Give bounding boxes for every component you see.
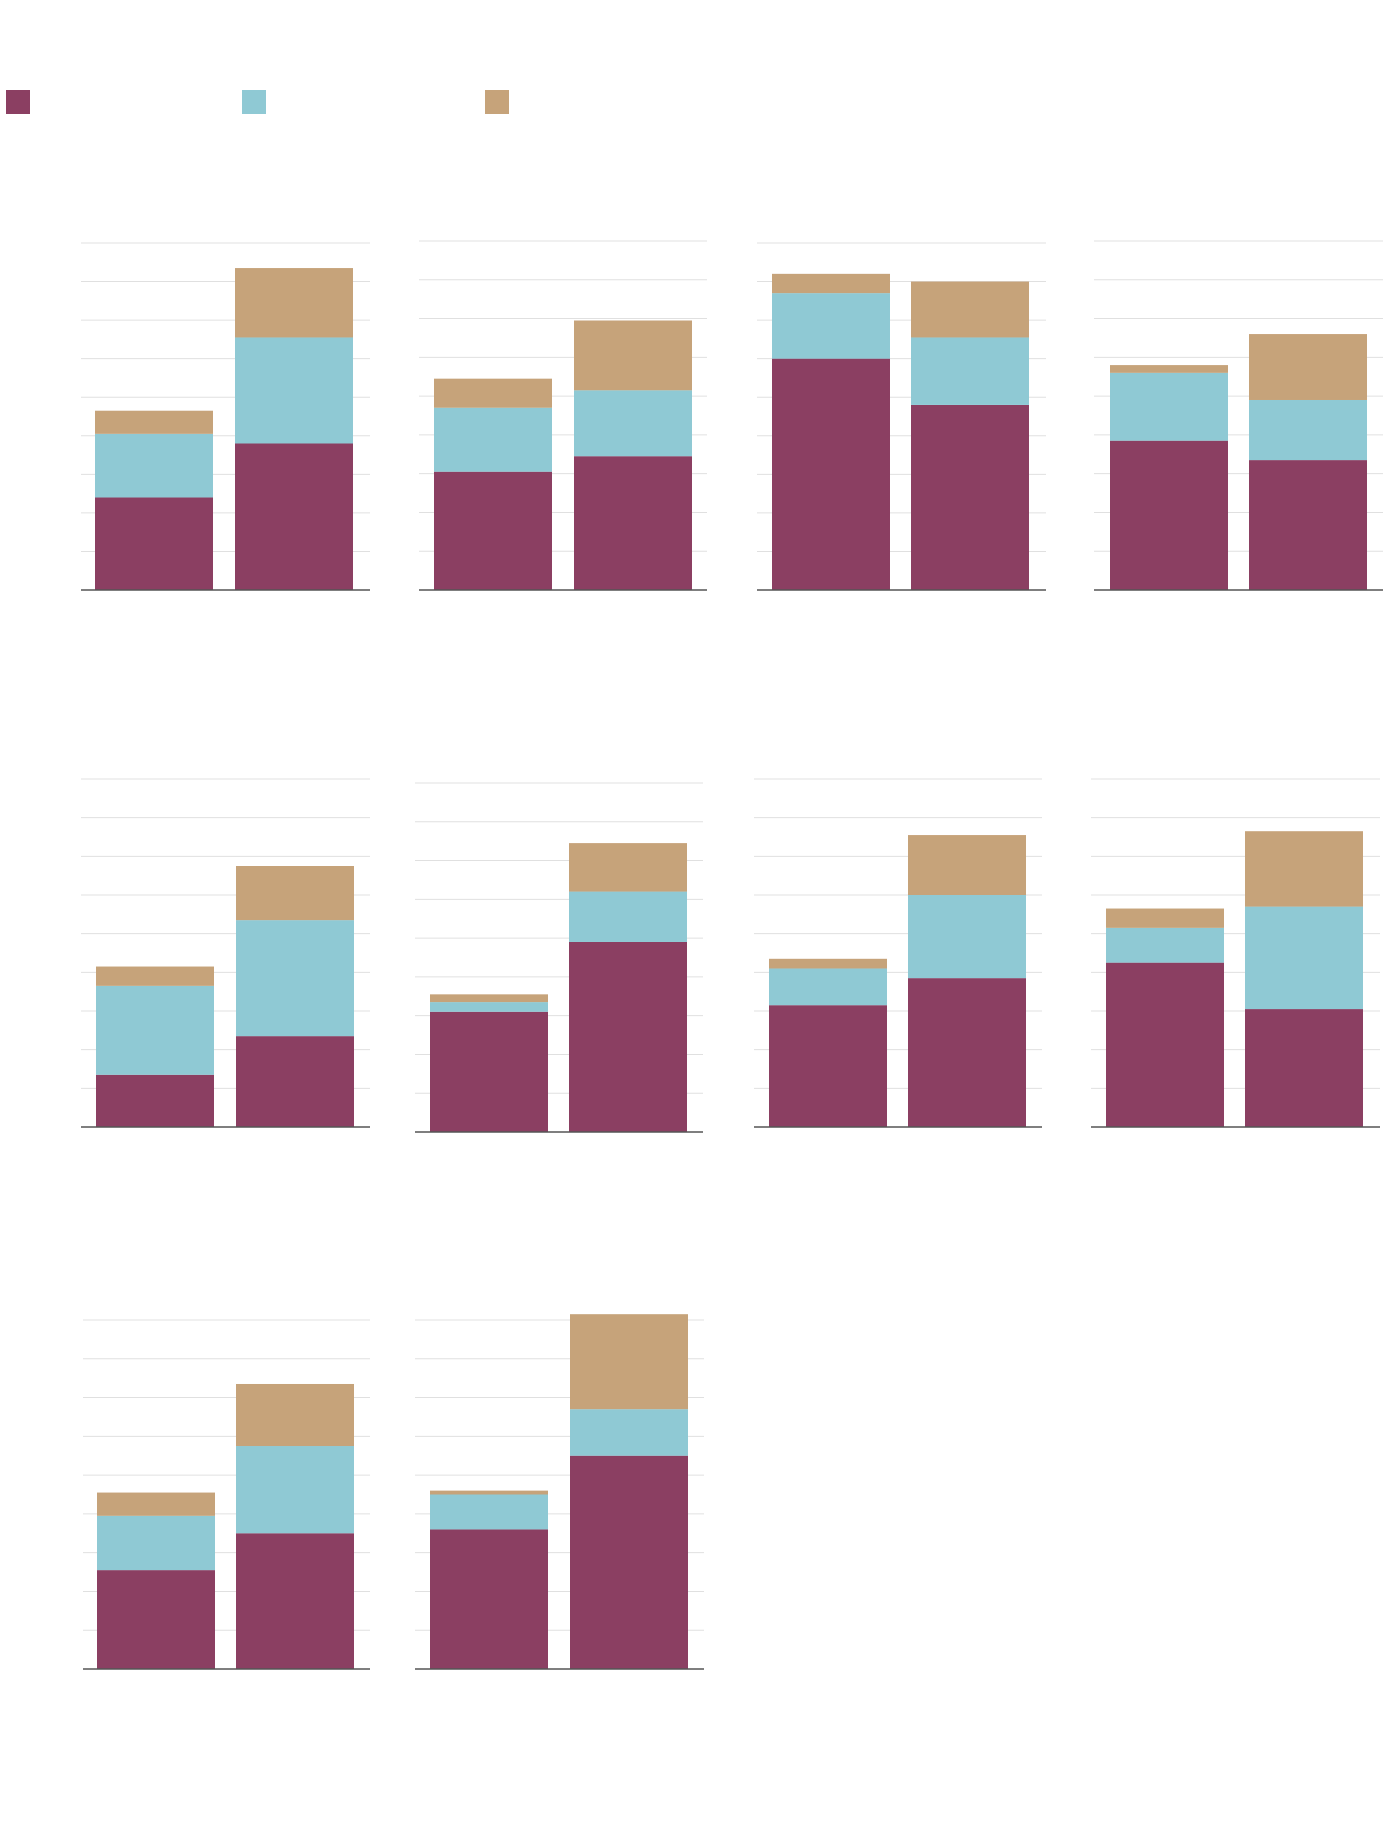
bar-segment-1-series-2 xyxy=(96,985,214,1075)
bar-segment-2-series-2 xyxy=(236,1446,354,1534)
chart-panel-2 xyxy=(419,240,707,591)
bar-segment-1-series-1 xyxy=(1106,962,1224,1127)
chart-panel-10 xyxy=(415,1314,704,1670)
bar-segment-1-series-1 xyxy=(95,497,213,590)
chart-panel-3 xyxy=(757,242,1046,591)
bar-segment-1-series-1 xyxy=(97,1570,215,1669)
bar-segment-1-series-3 xyxy=(97,1492,215,1516)
chart-panel-9 xyxy=(83,1319,370,1670)
bar-segment-2-series-3 xyxy=(574,320,692,391)
bar-segment-2-series-2 xyxy=(1249,399,1367,461)
bar-segment-2-series-1 xyxy=(236,1036,354,1127)
bar-segment-2-series-2 xyxy=(911,337,1029,405)
chart-panel-4 xyxy=(1094,240,1383,591)
bar-segment-2-series-1 xyxy=(236,1533,354,1669)
bar-segment-1-series-3 xyxy=(769,958,887,969)
legend-item-series-2 xyxy=(242,89,274,115)
bar-segment-2-series-2 xyxy=(570,1409,688,1456)
bar-segment-1-series-2 xyxy=(430,1494,548,1530)
bar-segment-1-series-3 xyxy=(96,966,214,986)
bar-segment-1-series-2 xyxy=(1106,927,1224,963)
legend-item-series-1 xyxy=(6,89,38,115)
bar-segment-1-series-3 xyxy=(1110,365,1228,373)
bar-segment-2-series-3 xyxy=(236,866,354,921)
legend-swatch-series-1 xyxy=(6,90,30,114)
bar-segment-1-series-1 xyxy=(772,358,890,590)
chart-panel-1 xyxy=(81,242,370,591)
bar-segment-2-series-2 xyxy=(574,390,692,457)
bar-segment-2-series-2 xyxy=(235,337,353,444)
legend xyxy=(6,89,626,115)
bar-segment-2-series-1 xyxy=(911,404,1029,590)
chart-panel-5 xyxy=(81,778,370,1128)
bar-segment-1-series-2 xyxy=(95,433,213,498)
bar-segment-2-series-1 xyxy=(574,456,692,590)
bar-segment-1-series-1 xyxy=(434,471,552,590)
bar-segment-2-series-1 xyxy=(569,941,687,1132)
bar-segment-2-series-3 xyxy=(569,843,687,892)
legend-swatch-series-3 xyxy=(485,90,509,114)
bar-segment-2-series-3 xyxy=(570,1314,688,1410)
bar-segment-1-series-2 xyxy=(97,1515,215,1571)
bar-segment-2-series-2 xyxy=(569,891,687,942)
bar-segment-2-series-3 xyxy=(911,281,1029,338)
bar-segment-1-series-2 xyxy=(772,293,890,359)
bar-segment-2-series-1 xyxy=(235,443,353,590)
bar-segment-1-series-3 xyxy=(434,378,552,408)
bar-segment-2-series-3 xyxy=(1249,334,1367,400)
bar-segment-2-series-3 xyxy=(236,1383,354,1447)
bar-segment-1-series-1 xyxy=(769,1005,887,1127)
bar-segment-1-series-2 xyxy=(769,968,887,1006)
bar-segment-2-series-1 xyxy=(570,1455,688,1669)
bar-segment-2-series-1 xyxy=(908,978,1026,1127)
bar-segment-1-series-2 xyxy=(430,1002,548,1012)
bar-segment-1-series-3 xyxy=(95,410,213,434)
legend-swatch-series-2 xyxy=(242,90,266,114)
bar-segment-1-series-1 xyxy=(430,1529,548,1669)
bar-segment-1-series-3 xyxy=(772,273,890,294)
legend-item-series-3 xyxy=(485,89,517,115)
bar-segment-2-series-3 xyxy=(1245,831,1363,907)
bar-segment-1-series-3 xyxy=(430,994,548,1003)
chart-panel-7 xyxy=(754,778,1042,1128)
bar-segment-2-series-1 xyxy=(1245,1009,1363,1127)
bar-segment-1-series-1 xyxy=(96,1074,214,1127)
bar-segment-1-series-1 xyxy=(430,1011,548,1132)
bar-segment-2-series-1 xyxy=(1249,460,1367,590)
chart-panel-6 xyxy=(415,782,703,1133)
bar-segment-2-series-3 xyxy=(235,268,353,338)
bar-segment-1-series-2 xyxy=(1110,372,1228,441)
bar-segment-1-series-2 xyxy=(434,407,552,472)
bar-segment-1-series-3 xyxy=(1106,908,1224,928)
chart-panel-8 xyxy=(1091,778,1380,1128)
bar-segment-2-series-3 xyxy=(908,835,1026,895)
bar-segment-1-series-1 xyxy=(1110,440,1228,590)
bar-segment-2-series-2 xyxy=(1245,906,1363,1010)
bar-segment-2-series-2 xyxy=(236,920,354,1037)
bar-segment-1-series-3 xyxy=(430,1490,548,1495)
bar-segment-2-series-2 xyxy=(908,895,1026,979)
